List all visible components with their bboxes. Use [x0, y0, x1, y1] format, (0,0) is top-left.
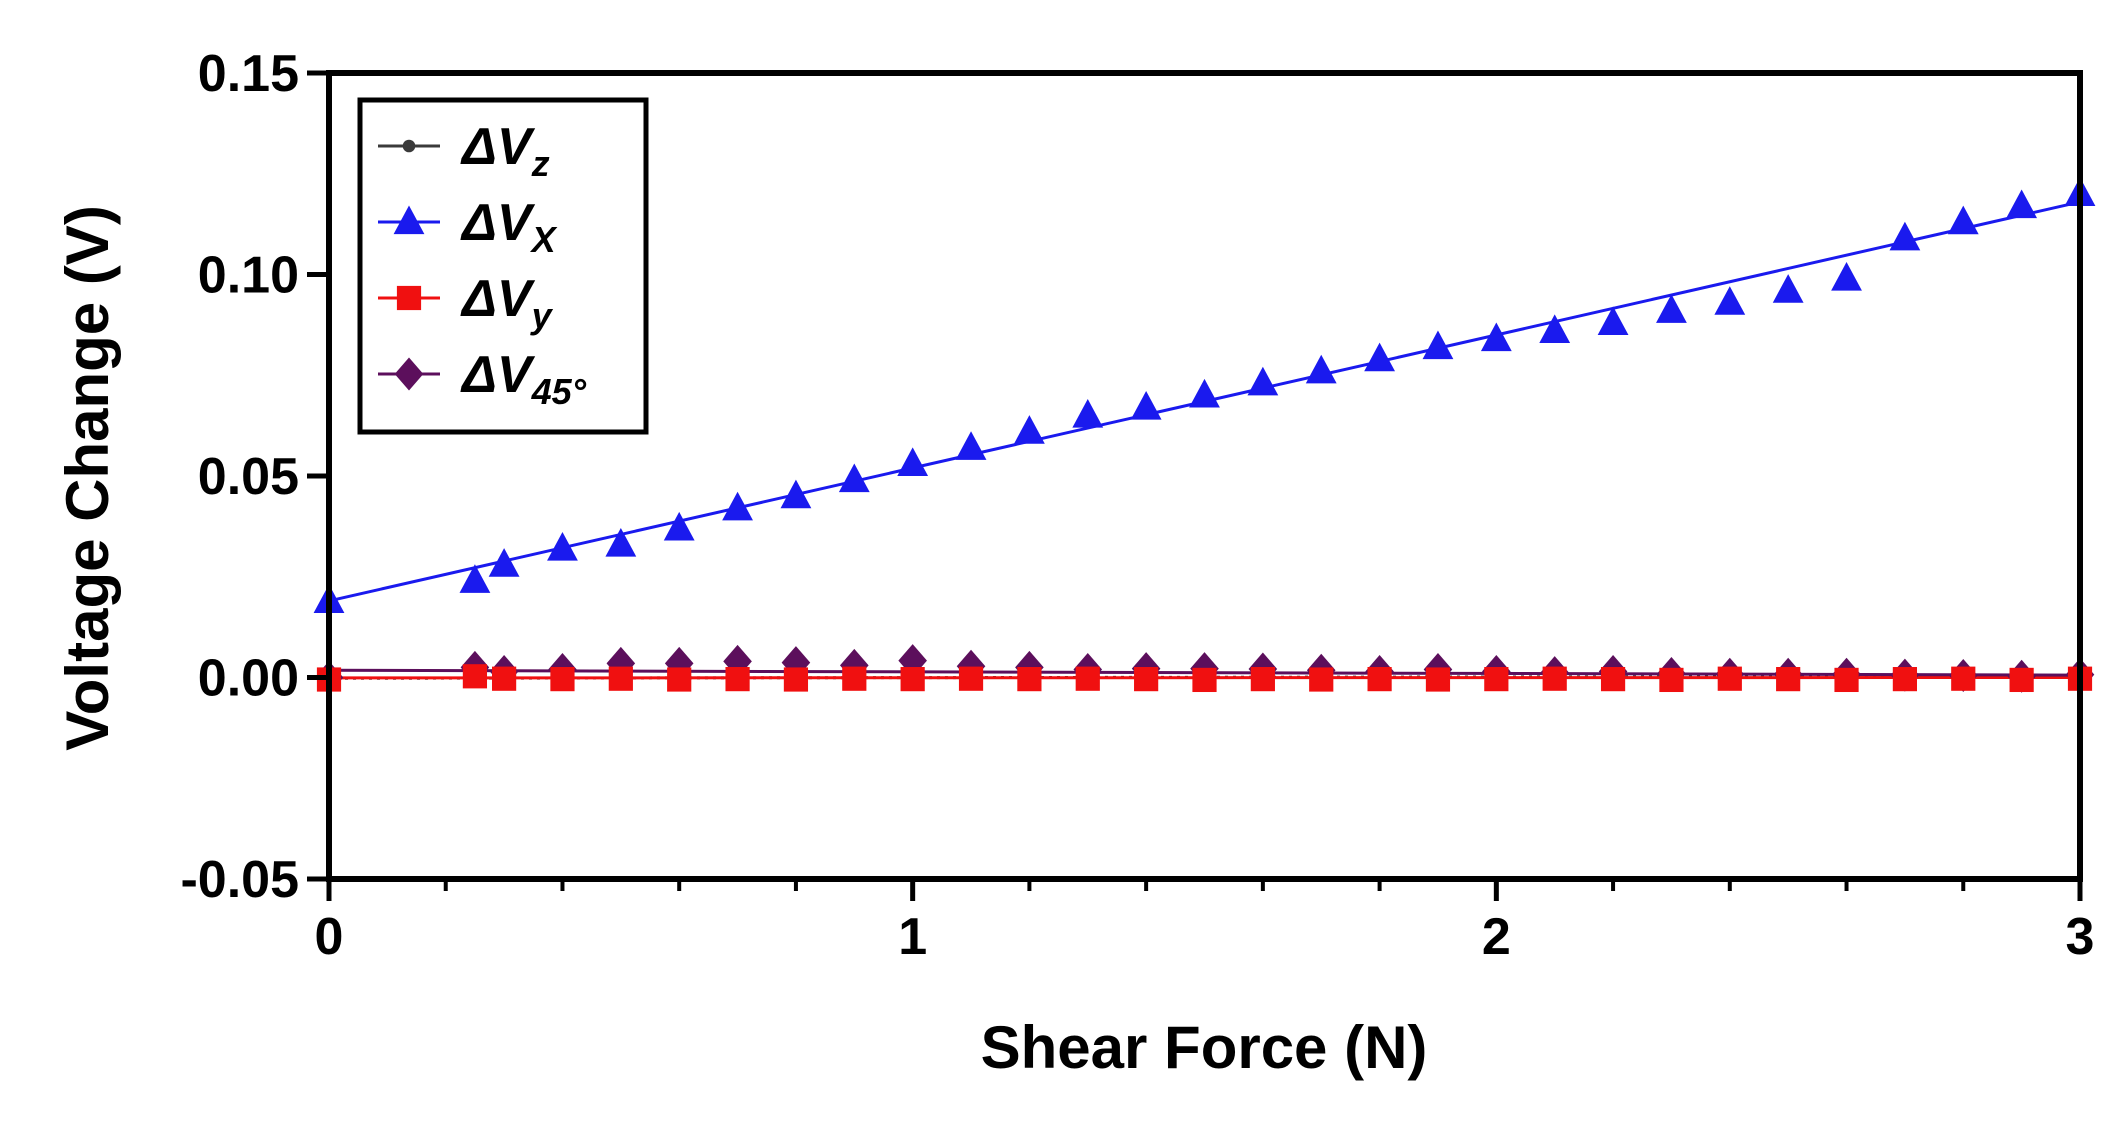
data-point-s2-1 [463, 664, 487, 688]
x-tick-label-1: 1 [898, 908, 927, 966]
data-point-s2-10 [959, 667, 983, 691]
data-point-s1-1 [460, 564, 491, 593]
legend-label-sub-1: X [530, 219, 558, 260]
data-point-s2-12 [1076, 667, 1100, 691]
y-tick-label-4: 0.15 [198, 45, 299, 103]
legend-label-main-1: ΔV [460, 194, 536, 252]
data-point-s1-12 [1072, 399, 1103, 428]
data-point-s2-11 [1017, 667, 1041, 691]
data-point-s2-20 [1543, 667, 1567, 691]
x-axis-title: Shear Force (N) [981, 1014, 1428, 1081]
data-point-s1-16 [1306, 355, 1337, 384]
data-point-s2-26 [1893, 667, 1917, 691]
data-point-s2-15 [1251, 667, 1275, 691]
data-point-s2-14 [1192, 668, 1216, 692]
data-point-s1-14 [1189, 379, 1220, 408]
y-tick-label-1: 0.00 [198, 650, 299, 708]
data-point-s1-25 [1831, 262, 1862, 291]
y-tick-label-2: 0.05 [198, 448, 299, 506]
data-point-s1-9 [897, 447, 928, 476]
data-point-s2-13 [1134, 667, 1158, 691]
data-point-s2-16 [1309, 667, 1333, 691]
data-point-s1-11 [1014, 415, 1045, 444]
data-point-s1-24 [1773, 274, 1804, 303]
data-point-s2-2 [492, 667, 516, 691]
data-point-s1-26 [1890, 222, 1921, 251]
data-point-s1-7 [781, 480, 812, 509]
data-point-s2-17 [1368, 667, 1392, 691]
data-point-s2-24 [1776, 667, 1800, 691]
data-point-s2-6 [725, 667, 749, 691]
x-tick-label-3: 3 [2066, 908, 2095, 966]
legend-label-main-2: ΔV [460, 270, 536, 328]
y-tick-label-3: 0.10 [198, 247, 299, 305]
data-point-s2-3 [550, 667, 574, 691]
legend-label-sub-3: 45° [531, 371, 587, 412]
data-point-s2-21 [1601, 667, 1625, 691]
data-point-s2-28 [2010, 668, 2034, 692]
y-axis-title: Voltage Change (V) [54, 205, 121, 751]
legend-label-sub-0: z [531, 143, 550, 184]
data-point-s2-9 [901, 667, 925, 691]
data-point-s2-4 [609, 667, 633, 691]
data-point-s1-28 [2006, 189, 2037, 218]
x-tick-label-2: 2 [1482, 908, 1511, 966]
legend-marker-2 [397, 286, 421, 310]
data-point-s2-19 [1484, 667, 1508, 691]
data-point-s2-27 [1951, 667, 1975, 691]
data-point-s1-5 [664, 512, 695, 541]
data-point-s1-27 [1948, 206, 1979, 235]
legend-label-sub-2: y [530, 295, 554, 336]
data-point-s1-13 [1131, 391, 1162, 420]
legend-label-main-0: ΔV [460, 118, 536, 176]
x-tick-label-0: 0 [315, 908, 344, 966]
data-point-s2-8 [842, 667, 866, 691]
data-point-s2-23 [1718, 667, 1742, 691]
data-point-s2-7 [784, 667, 808, 691]
data-point-s2-25 [1834, 668, 1858, 692]
data-point-s1-10 [956, 431, 987, 460]
legend-label-main-3: ΔV [460, 346, 536, 404]
data-point-s2-5 [667, 667, 691, 691]
data-point-s2-18 [1426, 667, 1450, 691]
data-point-s1-17 [1364, 343, 1395, 372]
legend-marker-0 [403, 140, 416, 153]
y-tick-label-0: -0.05 [180, 851, 299, 909]
data-point-s1-23 [1714, 286, 1745, 315]
data-point-s1-15 [1247, 367, 1278, 396]
data-point-s2-22 [1659, 668, 1683, 692]
